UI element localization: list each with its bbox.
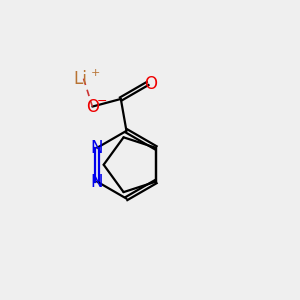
Text: O: O — [144, 74, 157, 92]
Text: N: N — [91, 173, 103, 191]
Text: −: − — [97, 95, 107, 108]
Text: O: O — [86, 98, 99, 116]
Text: +: + — [91, 68, 101, 78]
Text: Li: Li — [74, 70, 88, 88]
Text: N: N — [91, 139, 103, 157]
